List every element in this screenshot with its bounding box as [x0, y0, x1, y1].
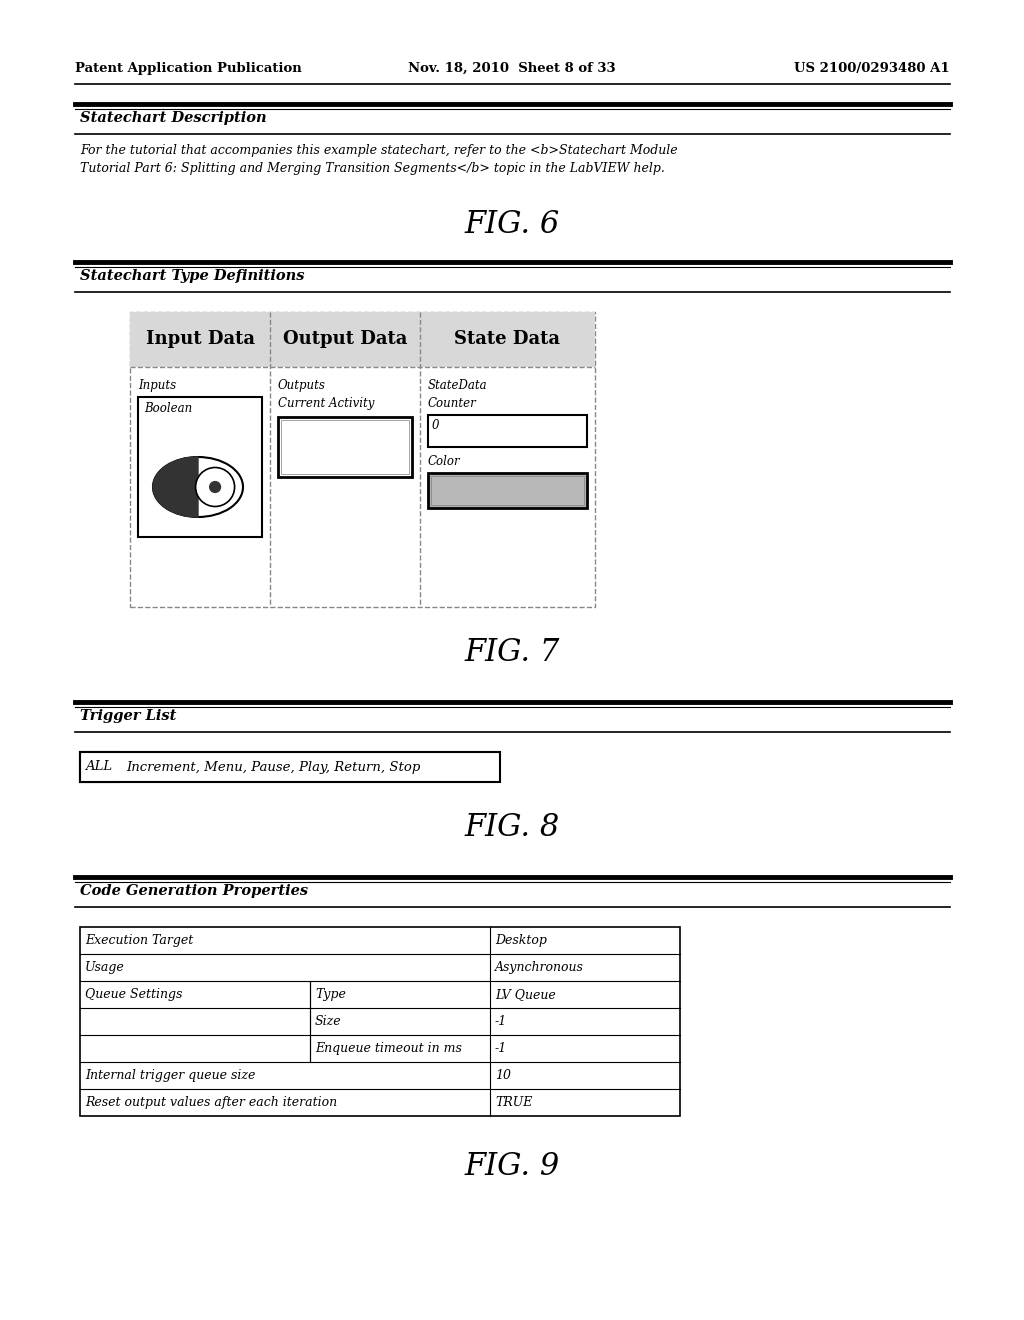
- Text: Execution Target: Execution Target: [85, 935, 194, 946]
- Text: ALL: ALL: [85, 760, 113, 774]
- Text: Outputs: Outputs: [278, 379, 326, 392]
- Text: Tutorial Part 6: Splitting and Merging Transition Segments</b> topic in the LabV: Tutorial Part 6: Splitting and Merging T…: [80, 162, 665, 176]
- Bar: [80, 752, 118, 781]
- Text: FIG. 7: FIG. 7: [464, 638, 560, 668]
- Text: Inputs: Inputs: [138, 379, 176, 392]
- Text: Current Activity: Current Activity: [278, 397, 375, 411]
- Text: Increment, Menu, Pause, Play, Return, Stop: Increment, Menu, Pause, Play, Return, St…: [126, 760, 421, 774]
- Text: Nov. 18, 2010  Sheet 8 of 33: Nov. 18, 2010 Sheet 8 of 33: [409, 62, 615, 75]
- Text: Statechart Type Definitions: Statechart Type Definitions: [80, 269, 304, 282]
- Bar: [138, 397, 262, 537]
- Bar: [428, 414, 587, 447]
- Circle shape: [210, 482, 220, 492]
- Text: Desktop: Desktop: [495, 935, 547, 946]
- Bar: [420, 312, 595, 367]
- Text: Usage: Usage: [85, 961, 125, 974]
- Text: FIG. 6: FIG. 6: [464, 209, 560, 240]
- Text: -1: -1: [495, 1015, 507, 1028]
- Bar: [278, 417, 412, 477]
- Circle shape: [196, 467, 234, 507]
- Text: Boolean: Boolean: [144, 403, 193, 414]
- Bar: [80, 752, 500, 781]
- Text: Counter: Counter: [428, 397, 477, 411]
- Text: For the tutorial that accompanies this example statechart, refer to the <b>State: For the tutorial that accompanies this e…: [80, 144, 678, 157]
- Text: Color: Color: [428, 455, 461, 469]
- Polygon shape: [153, 457, 198, 517]
- Text: StateData: StateData: [428, 379, 487, 392]
- Text: 10: 10: [495, 1069, 511, 1082]
- Text: -1: -1: [495, 1041, 507, 1055]
- Text: FIG. 8: FIG. 8: [464, 812, 560, 843]
- Bar: [80, 927, 680, 1115]
- Bar: [428, 473, 587, 508]
- Text: Type: Type: [315, 987, 346, 1001]
- Bar: [130, 312, 270, 367]
- Text: Reset output values after each iteration: Reset output values after each iteration: [85, 1096, 337, 1109]
- Text: TRUE: TRUE: [495, 1096, 532, 1109]
- Text: Input Data: Input Data: [145, 330, 255, 348]
- Text: Statechart Description: Statechart Description: [80, 111, 266, 125]
- Text: Output Data: Output Data: [283, 330, 408, 348]
- Text: Queue Settings: Queue Settings: [85, 987, 182, 1001]
- Bar: [431, 477, 584, 506]
- Bar: [130, 312, 595, 607]
- Bar: [270, 312, 420, 367]
- Text: Trigger List: Trigger List: [80, 709, 176, 723]
- Text: Internal trigger queue size: Internal trigger queue size: [85, 1069, 255, 1082]
- Text: 0: 0: [432, 418, 439, 432]
- Text: State Data: State Data: [455, 330, 560, 348]
- Text: Code Generation Properties: Code Generation Properties: [80, 884, 308, 898]
- Text: Asynchronous: Asynchronous: [495, 961, 584, 974]
- Text: US 2100/0293480 A1: US 2100/0293480 A1: [795, 62, 950, 75]
- Text: Patent Application Publication: Patent Application Publication: [75, 62, 302, 75]
- Text: Enqueue timeout in ms: Enqueue timeout in ms: [315, 1041, 462, 1055]
- Ellipse shape: [153, 457, 243, 517]
- Bar: [281, 420, 409, 474]
- Text: Size: Size: [315, 1015, 342, 1028]
- Text: FIG. 9: FIG. 9: [464, 1151, 560, 1181]
- Text: LV Queue: LV Queue: [495, 987, 556, 1001]
